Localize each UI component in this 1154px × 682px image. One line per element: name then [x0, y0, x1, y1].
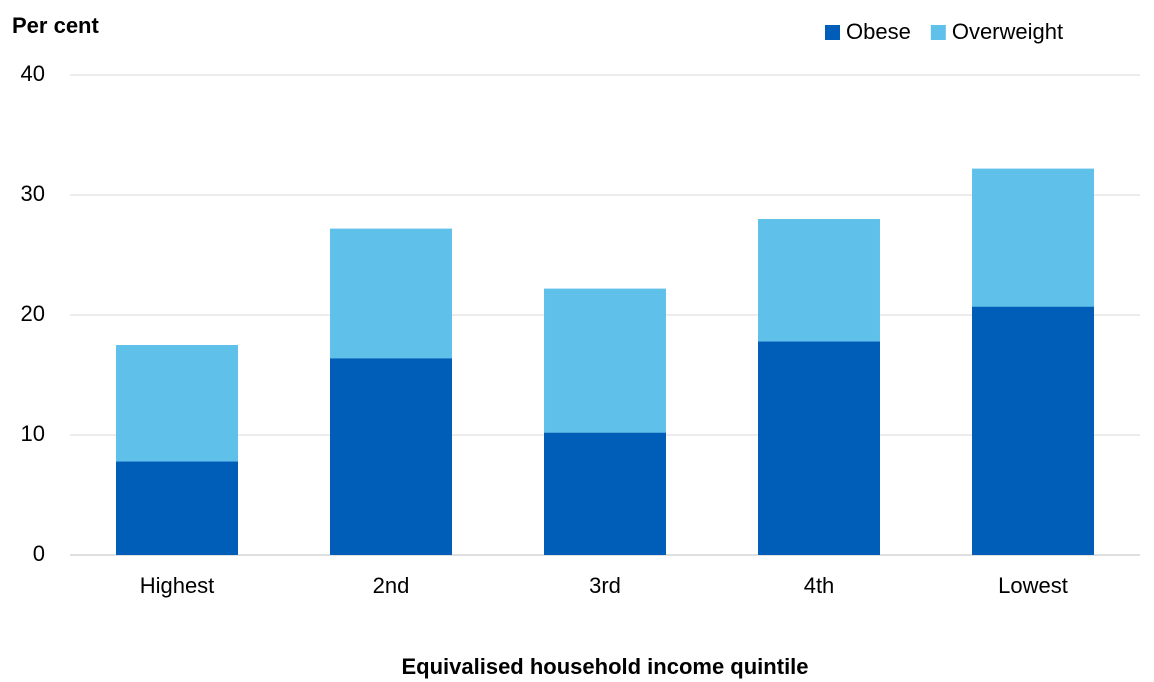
- bar-segment: [116, 345, 238, 462]
- bar-segment: [544, 432, 666, 555]
- x-tick-label: 2nd: [373, 573, 410, 598]
- y-tick-label: 0: [33, 541, 45, 566]
- x-axis-title: Equivalised household income quintile: [401, 654, 808, 679]
- y-tick-label: 10: [21, 421, 45, 446]
- legend-label: Obese: [846, 19, 911, 44]
- x-tick-label: 3rd: [589, 573, 621, 598]
- y-tick-label: 30: [21, 181, 45, 206]
- bar-segment: [330, 358, 452, 555]
- y-axis-title: Per cent: [12, 13, 99, 38]
- x-tick-label: Highest: [140, 573, 215, 598]
- bar-segment: [758, 219, 880, 342]
- bar-segment: [758, 341, 880, 555]
- bar-segment: [972, 306, 1094, 555]
- bar-segment: [116, 461, 238, 555]
- legend-label: Overweight: [952, 19, 1063, 44]
- y-tick-label: 40: [21, 61, 45, 86]
- x-tick-label: Lowest: [998, 573, 1068, 598]
- bar-segment: [972, 168, 1094, 307]
- x-tick-label: 4th: [804, 573, 835, 598]
- y-tick-label: 20: [21, 301, 45, 326]
- legend-swatch: [930, 25, 946, 40]
- legend-swatch: [825, 25, 840, 40]
- bar-segment: [330, 228, 452, 359]
- bar-segment: [544, 288, 666, 433]
